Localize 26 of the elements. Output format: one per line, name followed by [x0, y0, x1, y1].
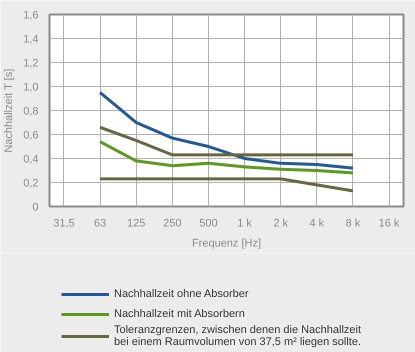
- x-tick-label: 250: [163, 218, 182, 230]
- y-tick-label: 0,4: [23, 154, 39, 166]
- y-axis-title: Nachhallzeit T [s]: [3, 68, 16, 153]
- y-tick-label: 1,6: [23, 10, 39, 22]
- x-tick-label: 31,5: [53, 218, 75, 230]
- y-tick-label: 0,6: [23, 130, 39, 142]
- line-series: [98, 91, 354, 170]
- x-tick-label: 63: [94, 218, 106, 230]
- legend-label: Nachhallzeit ohne Absorber: [114, 288, 249, 300]
- y-tick-label: 1,4: [23, 34, 39, 46]
- line-series: [98, 140, 354, 174]
- legend-label: Nachhallzeit mit Absorbern: [114, 308, 245, 320]
- y-tick-label: 0,8: [23, 106, 39, 118]
- y-tick-label: 1,0: [23, 82, 39, 94]
- x-tick-label: 125: [127, 218, 146, 230]
- x-tick-label: 16 k: [378, 218, 400, 230]
- x-tick-label: 2 k: [273, 218, 289, 230]
- x-axis-title: Frequenz [Hz]: [192, 238, 262, 250]
- x-tick-label: 500: [199, 218, 218, 230]
- x-tick-label: 4 k: [309, 218, 325, 230]
- legend-label: Toleranzgrenzen, zwischen denen die Nachhallzeit bei einem Raumvolumen von 37,5 m² liegen sollte.: [114, 324, 362, 348]
- x-tick-label: 1 k: [237, 218, 252, 230]
- x-tick-label: 8 k: [346, 218, 361, 230]
- y-tick-label: 0: [32, 202, 39, 214]
- y-tick-label: 0,2: [23, 178, 39, 190]
- y-tick-label: 1,2: [23, 58, 39, 70]
